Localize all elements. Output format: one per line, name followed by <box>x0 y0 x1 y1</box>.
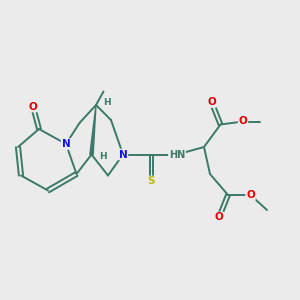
Text: O: O <box>246 190 255 200</box>
Text: O: O <box>214 212 224 223</box>
Text: H: H <box>99 152 107 161</box>
Text: S: S <box>148 176 155 187</box>
Text: O: O <box>238 116 247 127</box>
Text: N: N <box>118 149 127 160</box>
Text: O: O <box>207 97 216 107</box>
Text: HN: HN <box>169 149 185 160</box>
Text: O: O <box>28 101 38 112</box>
Polygon shape <box>90 105 96 154</box>
Text: H: H <box>103 98 110 107</box>
Text: N: N <box>61 139 70 149</box>
